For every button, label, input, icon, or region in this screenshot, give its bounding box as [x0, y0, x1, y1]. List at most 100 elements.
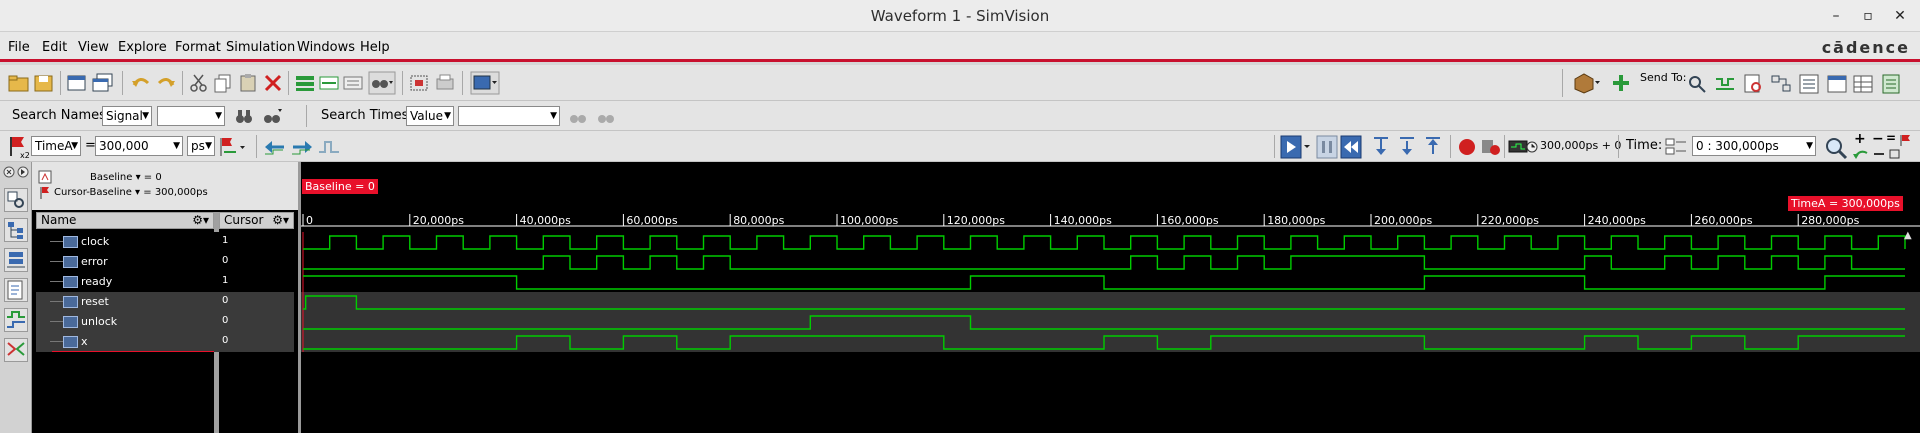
- cursor-value-input[interactable]: 300,000 ▼: [95, 136, 183, 156]
- zoom-in-icon[interactable]: +: [1854, 131, 1866, 147]
- search-times-type-select[interactable]: Value ▼: [406, 106, 454, 126]
- signal-row-unlock[interactable]: unlock 0: [36, 312, 294, 332]
- zoom-out-icon[interactable]: −: [1872, 131, 1884, 147]
- name-column-header[interactable]: Name ⚙▾: [36, 212, 214, 229]
- next-edge-icon[interactable]: [290, 136, 314, 158]
- baseline-value[interactable]: Baseline ▾ = 0: [90, 172, 162, 183]
- zoom-region-icon[interactable]: [408, 73, 430, 93]
- run-menu-icon[interactable]: [1280, 135, 1312, 159]
- signal-row-reset[interactable]: reset 0: [36, 292, 294, 312]
- menu-format[interactable]: Format: [175, 40, 221, 55]
- send-to-memory-icon[interactable]: [1852, 73, 1874, 95]
- zoom-out-small-icon[interactable]: [1872, 147, 1886, 161]
- display-menu-icon[interactable]: [470, 71, 500, 95]
- step-out-icon[interactable]: [1422, 135, 1444, 159]
- zoom-fit-icon[interactable]: [1824, 136, 1848, 160]
- cursor-marker[interactable]: TimeA = 300,000ps: [1788, 196, 1903, 211]
- close-button[interactable]: ✕: [1894, 8, 1906, 24]
- package-menu-icon[interactable]: [1572, 71, 1602, 95]
- edge-search-icon[interactable]: [317, 136, 341, 158]
- waveform-reset[interactable]: [303, 295, 1905, 310]
- search-forward-icon[interactable]: [234, 107, 254, 127]
- waveform-error[interactable]: [303, 255, 1905, 270]
- menu-file[interactable]: File: [8, 40, 30, 55]
- send-to-waveform-icon[interactable]: [1714, 73, 1736, 95]
- tool-source[interactable]: [4, 278, 28, 302]
- search-names-input[interactable]: ▼: [157, 106, 225, 126]
- signal-row-error[interactable]: error 0: [36, 252, 294, 272]
- time-unit-select[interactable]: ps ▼: [187, 136, 215, 156]
- send-to-console-icon[interactable]: [1880, 73, 1902, 95]
- step-over-icon[interactable]: [1396, 135, 1418, 159]
- menu-explore[interactable]: Explore: [118, 40, 167, 55]
- waveform-ready[interactable]: [303, 275, 1905, 290]
- tool-schematic[interactable]: [4, 338, 28, 362]
- redo-icon[interactable]: [155, 73, 177, 93]
- rewind-icon[interactable]: [1340, 135, 1362, 159]
- stop-icon[interactable]: [1456, 136, 1478, 158]
- zoom-cursor-icon[interactable]: [1898, 133, 1914, 147]
- expand-signals-icon[interactable]: [318, 73, 340, 93]
- minimize-button[interactable]: –: [1832, 8, 1840, 24]
- search-times-backward-icon[interactable]: [568, 107, 590, 127]
- tool-design-browser[interactable]: [4, 188, 28, 212]
- search-times-input[interactable]: ▼: [458, 106, 560, 126]
- menu-edit[interactable]: Edit: [42, 40, 68, 55]
- scroll-up-icon[interactable]: ▲: [1904, 230, 1912, 241]
- save-icon[interactable]: [33, 73, 55, 93]
- cursor-baseline-value[interactable]: Cursor-Baseline ▾ = 300,000ps: [54, 187, 208, 198]
- cut-icon[interactable]: [188, 73, 210, 93]
- cursor-name-select[interactable]: TimeA ▼: [31, 136, 81, 156]
- menu-view[interactable]: View: [78, 40, 109, 55]
- window-copy-icon[interactable]: [92, 73, 114, 93]
- open-folder-icon[interactable]: [8, 73, 30, 93]
- cursor-flag-icon[interactable]: x2: [6, 134, 32, 160]
- binoculars-menu-icon[interactable]: [368, 71, 396, 95]
- zoom-back-icon[interactable]: [1852, 147, 1870, 161]
- gear-icon[interactable]: ⚙▾: [192, 213, 209, 227]
- send-to-register-icon[interactable]: [1798, 73, 1820, 95]
- prev-edge-icon[interactable]: [263, 136, 287, 158]
- gear-icon[interactable]: ⚙▾: [272, 213, 289, 227]
- cursor-column-header[interactable]: Cursor ⚙▾: [219, 212, 294, 229]
- send-to-table-icon[interactable]: [1826, 73, 1848, 95]
- waveform-x[interactable]: [303, 335, 1905, 350]
- baseline-marker[interactable]: Baseline = 0: [302, 179, 378, 194]
- menu-simulation[interactable]: Simulation: [226, 40, 296, 55]
- pause-icon[interactable]: [1316, 135, 1338, 159]
- send-to-browser-icon[interactable]: [1686, 73, 1708, 95]
- undo-icon[interactable]: [130, 73, 152, 93]
- paste-icon[interactable]: [238, 73, 260, 93]
- add-icon[interactable]: [1610, 73, 1632, 93]
- signal-row-clock[interactable]: clock 1: [36, 232, 294, 252]
- menu-help[interactable]: Help: [360, 40, 390, 55]
- tool-hierarchy[interactable]: [4, 218, 28, 242]
- zoom-box-icon[interactable]: [1888, 147, 1902, 161]
- new-window-icon[interactable]: [66, 73, 88, 93]
- send-to-source-icon[interactable]: [1742, 73, 1764, 95]
- copy-icon[interactable]: [213, 73, 235, 93]
- menu-windows[interactable]: Windows: [297, 40, 356, 55]
- signal-row-ready[interactable]: ready 1: [36, 272, 294, 292]
- tool-signals[interactable]: [4, 248, 28, 272]
- search-options-icon[interactable]: [262, 107, 284, 127]
- delete-icon[interactable]: [262, 73, 284, 93]
- waveform-clock[interactable]: [303, 235, 1906, 250]
- print-icon[interactable]: [434, 73, 456, 93]
- waveform-unlock[interactable]: [303, 315, 1905, 330]
- step-into-icon[interactable]: [1370, 135, 1392, 159]
- send-to-schematic-icon[interactable]: [1770, 73, 1792, 95]
- zoom-equal-icon[interactable]: =: [1886, 131, 1897, 145]
- time-range-input[interactable]: 0 : 300,000ps ▼: [1692, 136, 1816, 156]
- tool-waveform[interactable]: [4, 308, 28, 332]
- maximize-button[interactable]: ▫: [1863, 8, 1873, 24]
- breakpoint-icon[interactable]: [1480, 136, 1502, 158]
- group-signals-icon[interactable]: [294, 73, 316, 93]
- search-names-type-select[interactable]: Signal ▼: [102, 106, 152, 126]
- collapse-signals-icon[interactable]: [342, 73, 364, 93]
- panel-close-icon[interactable]: [2, 165, 30, 179]
- cursor-marker-menu-icon[interactable]: [218, 136, 248, 158]
- waveform-canvas[interactable]: 0 20,000ps 40,000ps 60,000ps 80,000ps 100,000…: [301, 162, 1920, 433]
- search-times-forward-icon[interactable]: [596, 107, 618, 127]
